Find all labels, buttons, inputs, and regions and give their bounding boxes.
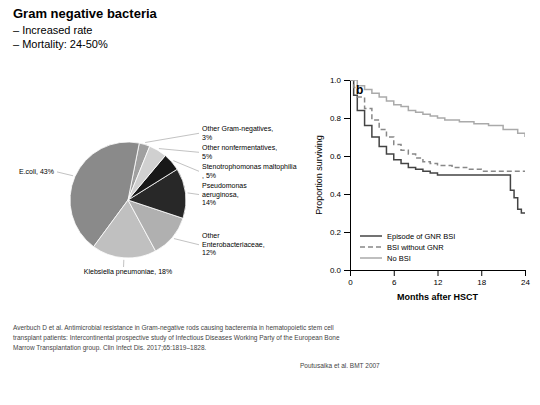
leader-line <box>57 172 73 176</box>
panel-label: b <box>356 83 363 97</box>
legend-swatch <box>360 257 382 259</box>
slice-label-line: Klebsiella pneumoniae, 18% <box>84 268 172 276</box>
plot-area <box>350 80 525 213</box>
x-tick: 6 <box>392 270 397 287</box>
slice-label-line: aeruginosa, <box>202 191 239 199</box>
pie-slice <box>128 146 165 200</box>
x-tick-mark <box>438 270 439 276</box>
x-tick-mark <box>394 270 395 276</box>
y-tick-label: 0.4 <box>330 190 342 199</box>
y-tick-label: 0.8 <box>330 114 342 123</box>
slice-label: E.coli, 43% <box>19 168 54 175</box>
slice-label-line: 14% <box>202 199 216 206</box>
leader-line <box>188 193 199 195</box>
y-tick: 0.2 <box>330 228 350 237</box>
legend-swatch <box>360 235 382 237</box>
x-tick-label: 6 <box>392 278 397 287</box>
survival-line <box>350 80 525 171</box>
chart-root: Gram negative bacteria – Increased rate – … <box>0 0 540 405</box>
subtitle: – Mortality: 24-50% <box>13 38 108 50</box>
slice-label-line: 3% <box>202 134 212 141</box>
footnote: Averbuch D et al. Antimicrobial resistan… <box>13 324 334 332</box>
y-axis-title: Proportion surviving <box>314 135 324 215</box>
slice-label: Other nonfermentatives, 5% <box>202 144 277 160</box>
x-tick-label: 12 <box>434 278 443 287</box>
y-tick: 0.6 <box>330 152 350 161</box>
survival-line <box>350 80 525 213</box>
footnote: Marrow Transplantation group. Clin Infec… <box>13 344 207 352</box>
title: Gram negative bacteria <box>13 6 158 21</box>
slice-label: Klebsiella pneumoniae, 18% <box>84 268 172 276</box>
y-tick: 0.4 <box>330 190 350 199</box>
x-tick-label: 24 <box>521 278 530 287</box>
legend-label: Episode of GNR BSI <box>387 232 455 241</box>
y-tick-mark <box>344 80 350 81</box>
slice-label-line: 5% <box>202 153 212 160</box>
y-tick: 0.8 <box>330 114 350 123</box>
x-tick: 24 <box>521 270 530 287</box>
y-tick-mark <box>344 118 350 119</box>
y-tick-mark <box>344 270 350 271</box>
leader-line <box>174 239 199 245</box>
slice-label: Other Gram-negatives,3% <box>202 125 273 141</box>
leader-line <box>145 133 199 142</box>
y-tick-mark <box>344 156 350 157</box>
x-axis: 0 6 12 18 24 <box>348 270 530 287</box>
pie <box>70 142 186 258</box>
slice-label: Pseudomonas aeruginosa,14% <box>202 182 247 206</box>
y-tick: 0.0 <box>330 266 350 275</box>
slice-label-line: 12% <box>202 249 216 256</box>
footnote: transplant patients: Intercontinental pr… <box>13 334 340 342</box>
y-tick-mark <box>344 194 350 195</box>
slice-label: Other Enterobacteriaceae,12% <box>202 232 265 256</box>
legend-label: BSI without GNR <box>387 243 444 252</box>
leader-line <box>123 260 124 267</box>
y-tick: 1.0 <box>330 76 350 85</box>
slice-label-line: Other nonfermentatives, <box>202 144 277 151</box>
leader-line <box>173 161 199 172</box>
slice-label-line: Other <box>202 232 220 239</box>
slice-label-line: Enterobacteriaceae, <box>202 241 265 248</box>
y-tick-label: 1.0 <box>330 76 342 85</box>
y-tick-label: 0.6 <box>330 152 342 161</box>
legend-label: No BSI <box>387 254 411 263</box>
subtitle: – Increased rate <box>13 24 93 36</box>
y-tick-label: 0.2 <box>330 228 342 237</box>
slice-label-line: Stenotrophomonas maltophilia <box>202 163 297 171</box>
axis-domain <box>351 271 526 277</box>
x-tick-mark <box>525 270 526 276</box>
survival-line <box>350 80 525 137</box>
axis-domain <box>344 81 351 271</box>
x-tick: 12 <box>434 270 443 287</box>
x-tick-label: 18 <box>477 278 486 287</box>
footnote: Poutusaika et al. BMT 2007 <box>300 362 380 369</box>
y-axis: 0.0 0.2 0.4 0.6 0.8 1.0 <box>330 76 351 275</box>
x-tick-mark <box>481 270 482 276</box>
slice-label-line: Other Gram-negatives, <box>202 125 273 133</box>
slice-label-line: E.coli, 43% <box>19 168 54 175</box>
x-tick: 18 <box>477 270 486 287</box>
x-tick-label: 0 <box>348 278 353 287</box>
y-tick-label: 0.0 <box>330 266 342 275</box>
slice-label-line: , 5% <box>202 172 216 179</box>
legend-swatch <box>360 246 382 248</box>
x-axis-title: Months after HSCT <box>397 292 479 302</box>
x-tick: 0 <box>348 270 353 287</box>
slice-label: Stenotrophomonas maltophilia, 5% <box>202 163 297 179</box>
legend: Episode of GNR BSI BSI without GNR No BSI <box>360 232 455 263</box>
y-tick-mark <box>344 232 350 233</box>
slice-label-line: Pseudomonas <box>202 182 247 189</box>
leader-line <box>159 149 199 153</box>
